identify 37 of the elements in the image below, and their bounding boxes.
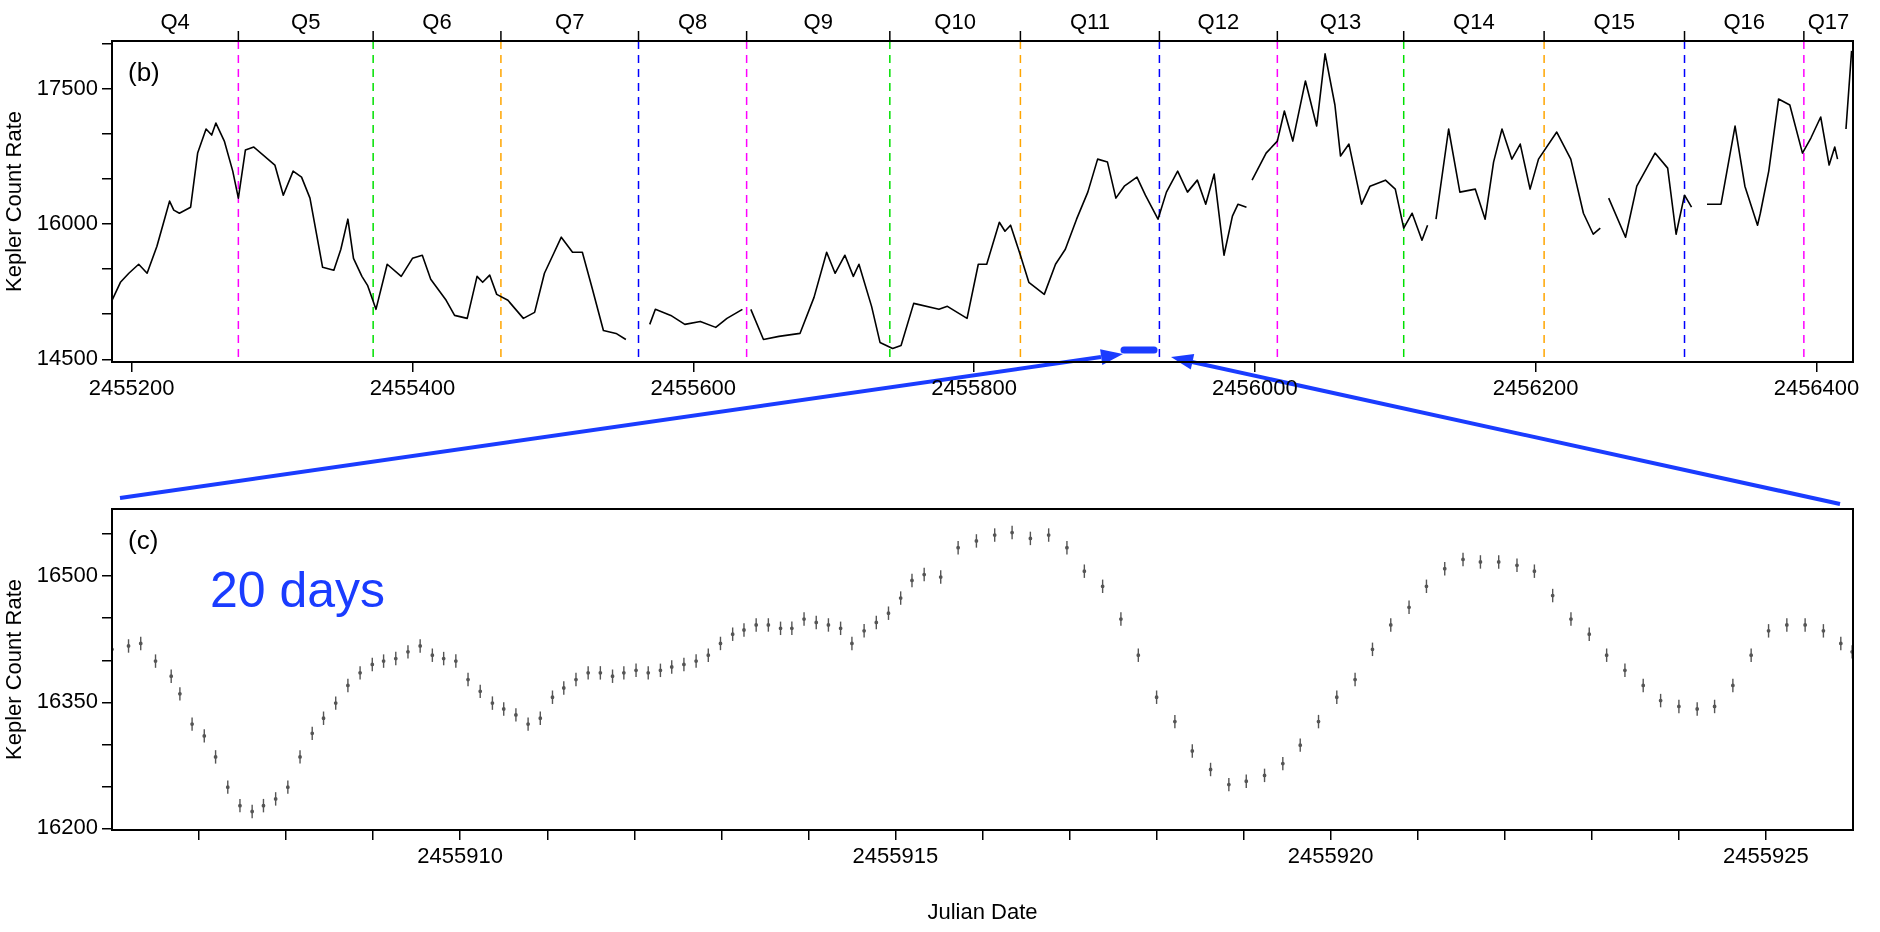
annotation: 20 days (210, 562, 386, 618)
x-tick-label: 2455920 (1287, 843, 1374, 869)
x-tick-label: 2455910 (417, 843, 504, 869)
x-axis-title: Julian Date (927, 898, 1038, 924)
x-tick-label: 2456400 (1773, 375, 1860, 401)
y-tick-label: 16000 (36, 210, 98, 236)
ref-line-label: Q11 (1069, 9, 1110, 34)
x-tick-label: 2455925 (1723, 843, 1809, 869)
x-tick-label: 2455400 (369, 375, 456, 401)
x-tick-label: 2455600 (650, 375, 737, 401)
y-tick-label: 16350 (36, 688, 98, 714)
ref-line-label: Q10 (934, 9, 976, 34)
ref-line-label: Q9 (803, 9, 833, 34)
annotation: (b) (128, 57, 160, 87)
x-tick-label: 2456000 (1212, 375, 1298, 401)
text: Q4 (160, 9, 190, 34)
ref-line-label: Q17 (1807, 9, 1850, 34)
ref-line-label: Q16 (1723, 9, 1765, 34)
y-tick-label: 16500 (36, 562, 98, 588)
x-tick-label: 2455915 (852, 843, 939, 869)
ref-line-label: Q6 (422, 9, 452, 34)
x-tick-label: 2455200 (88, 375, 175, 401)
ref-line-label: Q12 (1197, 9, 1240, 34)
ref-line-label: Q8 (677, 9, 708, 34)
x-tick-label: 2455800 (931, 375, 1017, 401)
y-axis-title: Kepler Count Rate (1, 579, 27, 760)
ref-line-label: Q14 (1453, 9, 1495, 34)
ref-line-label: Q7 (555, 9, 585, 34)
y-axis-title: Kepler Count Rate (1, 111, 27, 292)
ref-line-label: Q13 (1319, 9, 1362, 34)
y-tick-label: 14500 (36, 345, 98, 371)
y-tick-label: 16200 (36, 814, 98, 840)
annotation: (c) (128, 525, 159, 555)
y-tick-label: 17500 (36, 74, 98, 100)
ref-line-label: Q15 (1593, 9, 1636, 34)
ref-line-label: Q5 (291, 9, 321, 34)
x-tick-label: 2456200 (1492, 375, 1579, 401)
